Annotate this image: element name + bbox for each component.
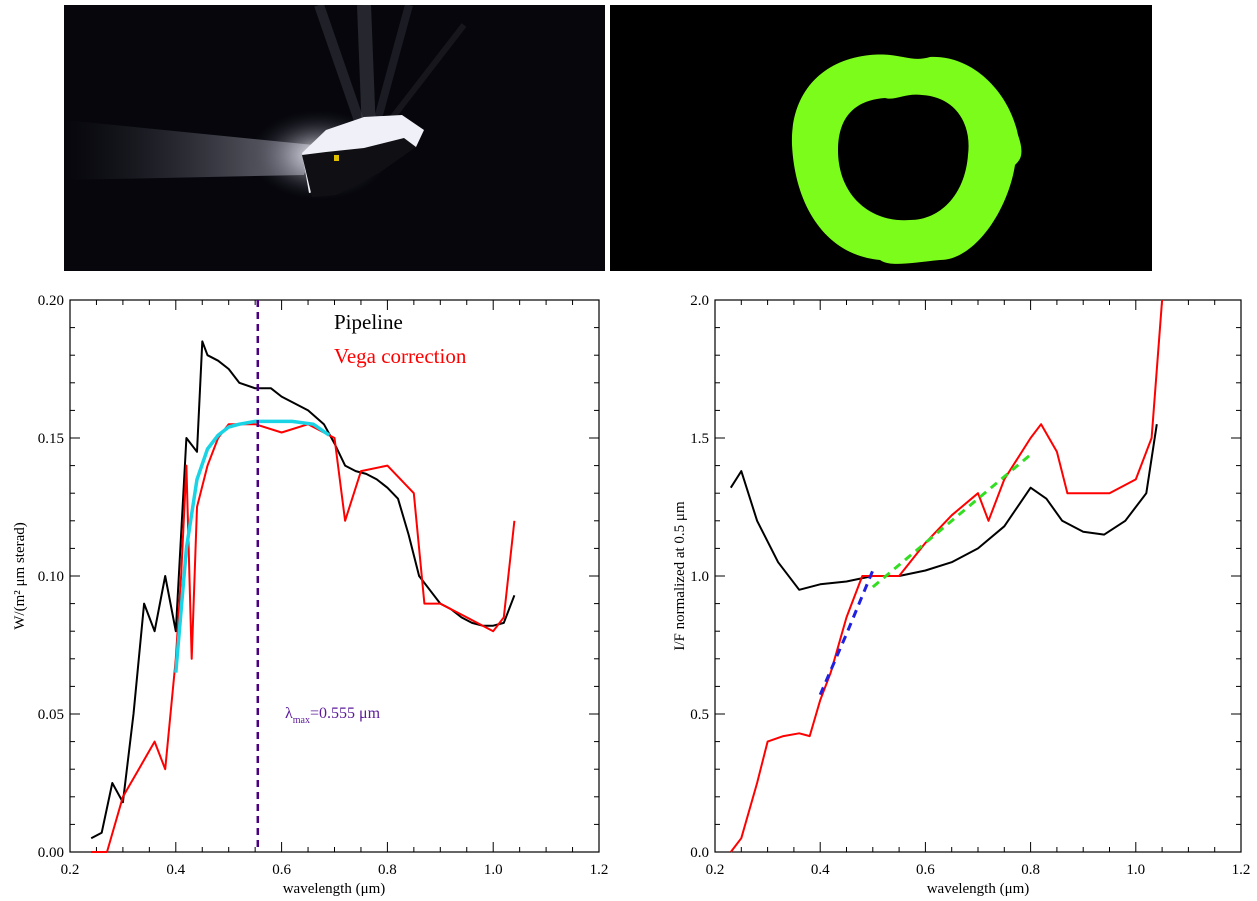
x-tick-label: 0.6: [916, 862, 935, 878]
y-tick-label: 0.10: [38, 569, 64, 585]
series-line-series-2: [174, 419, 331, 673]
series-line-series-1: [730, 299, 1164, 853]
legend-vega-correction: Vega correction: [334, 344, 467, 368]
y-ticks-left: 0.00 0.05 0.10 0.15 0.20: [38, 293, 599, 861]
series-line-series-0: [729, 424, 1158, 591]
chart-left: 0.2 0.4 0.6 0.8 1.0 1.2 0.000.050.100.150.20 …: [12, 293, 608, 897]
series-group-right: [729, 299, 1164, 853]
lambda-subscript: max: [293, 715, 310, 726]
x-tick-label: 1.2: [1232, 862, 1251, 878]
legend-pipeline: Pipeline: [334, 310, 403, 334]
series-group-left: [90, 340, 516, 853]
x-axis-label-left: wavelength (μm): [283, 881, 386, 897]
x-tick-label: 1.2: [590, 862, 609, 878]
y-tick-label: 1.0: [690, 569, 709, 585]
x-tick-label: 0.6: [272, 862, 291, 878]
chart-right: 0.2 0.4 0.6 0.8 1.0 1.2 0.0 0.5 1.0 1.5 2.0 wavel…: [672, 293, 1250, 897]
lambda-max-annotation: λmax=0.555 μm: [285, 705, 381, 726]
x-axis-label-right: wavelength (μm): [927, 881, 1030, 897]
series-line-series-3: [871, 453, 1032, 589]
y-axis-label-left: W/(m² μm sterad): [12, 522, 28, 630]
plot-frame-left: [69, 299, 600, 853]
x-tick-label: 1.0: [484, 862, 503, 878]
comet-nucleus-image: [64, 5, 605, 271]
x-tick-label: 0.8: [1021, 862, 1040, 878]
x-tick-label: 0.8: [378, 862, 397, 878]
y-tick-label: 0.05: [38, 707, 64, 723]
series-line-pipeline: [90, 340, 516, 840]
y-tick-label: 0.15: [38, 431, 64, 447]
x-tick-label: 0.2: [706, 862, 725, 878]
x-tick-label: 0.2: [61, 862, 80, 878]
series-line-series-2: [818, 569, 875, 696]
lambda-value: =0.555 μm: [310, 705, 381, 722]
y-ticks-right: 0.0 0.5 1.0 1.5 2.0: [690, 293, 1241, 861]
y-tick-label: 0.0: [690, 845, 709, 861]
annulus-mask-image: [610, 5, 1152, 271]
y-tick-label: 2.0: [690, 293, 709, 309]
x-tick-label: 1.0: [1126, 862, 1145, 878]
lambda-symbol: λ: [285, 705, 293, 722]
y-tick-label: 0.20: [38, 293, 64, 309]
y-tick-label: 1.5: [690, 431, 709, 447]
y-tick-label: 0.5: [690, 707, 709, 723]
series-line-vega-correction: [91, 423, 516, 853]
x-ticks-right: 0.2 0.4 0.6 0.8 1.0 1.2: [706, 300, 1251, 878]
x-tick-label: 0.4: [811, 862, 830, 878]
x-ticks-left: 0.2 0.4 0.6 0.8 1.0 1.2: [61, 300, 609, 878]
y-tick-label: 0.00: [38, 845, 64, 861]
x-tick-label: 0.4: [166, 862, 185, 878]
plot-frame-right: [714, 299, 1242, 853]
y-axis-label-right: I/F normalized at 0.5 μm: [672, 501, 688, 651]
